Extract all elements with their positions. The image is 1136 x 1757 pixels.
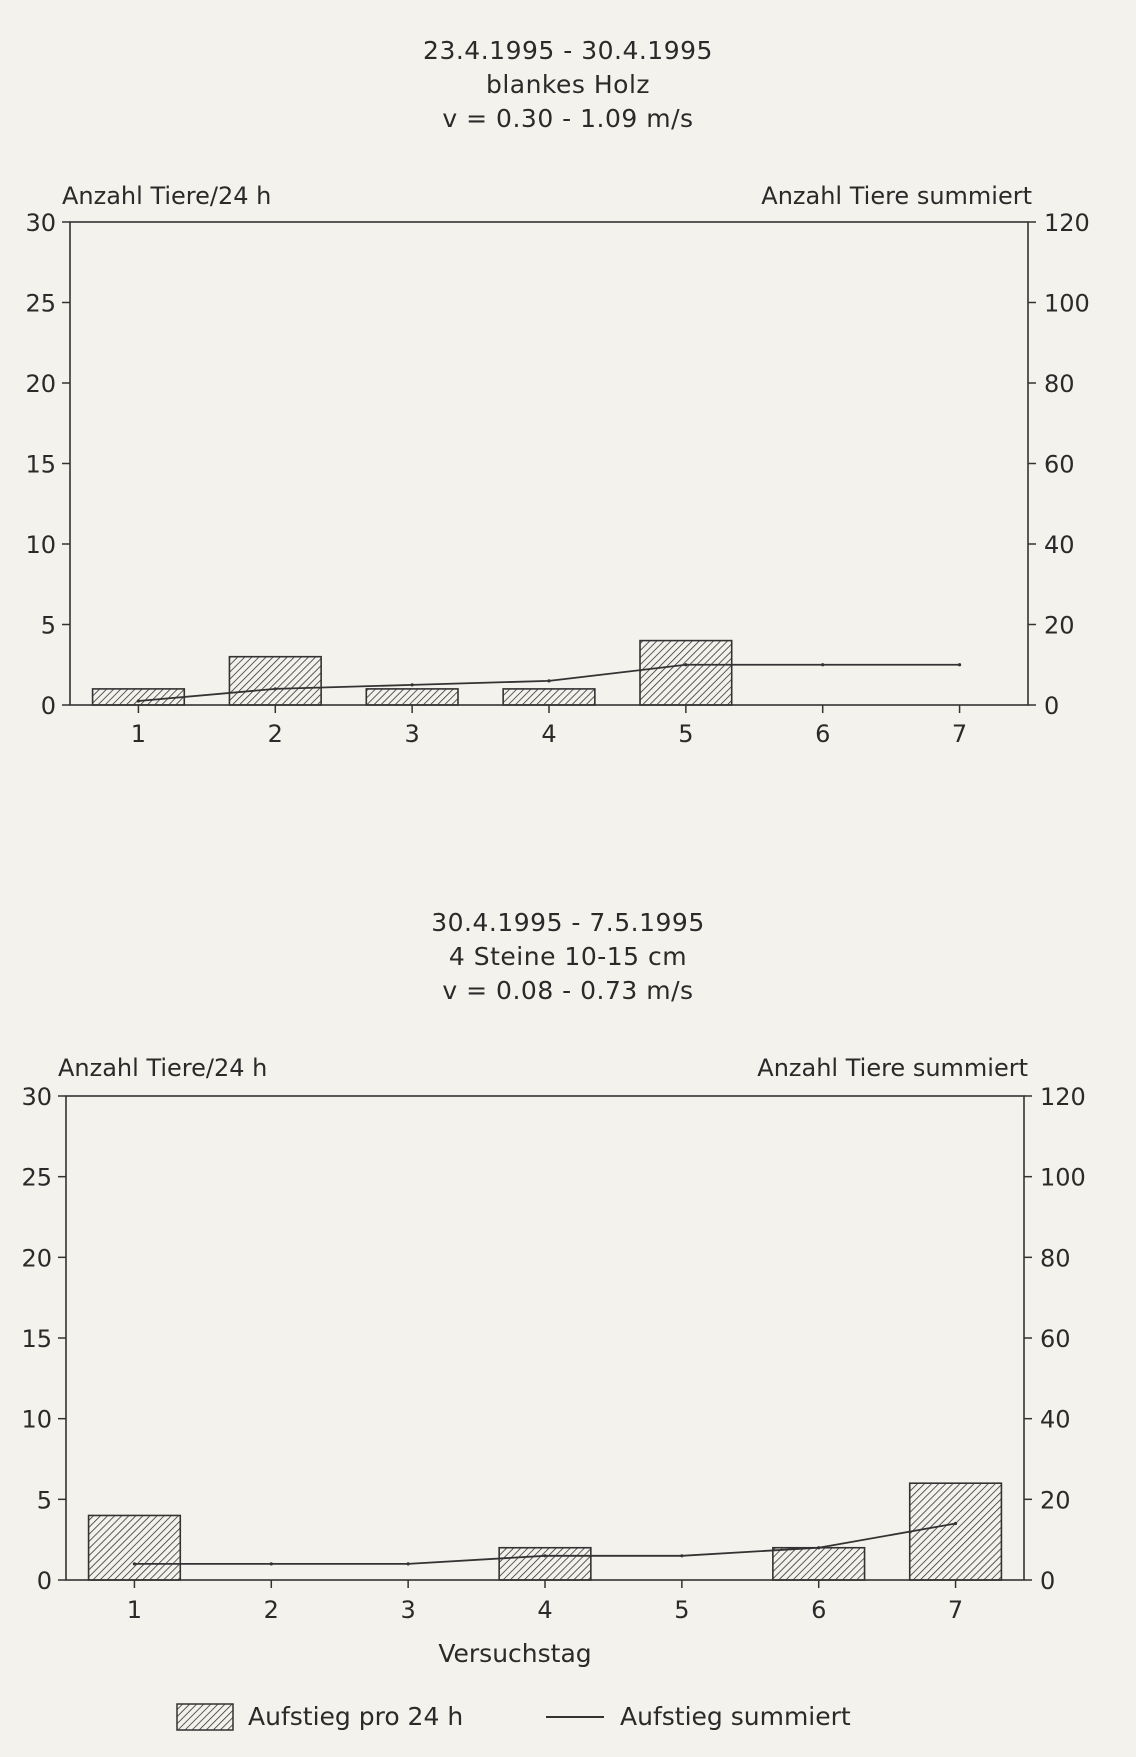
- chart-2-cumulative-point-day-6: [817, 1546, 821, 1550]
- chart-2-right-tick-label: 0: [1040, 1567, 1055, 1595]
- chart-1-cumulative-point-day-6: [821, 663, 825, 667]
- chart-2-cumulative-point-day-3: [406, 1562, 410, 1566]
- chart-1-right-tick-label: 100: [1044, 290, 1090, 318]
- chart-1-cumulative-point-day-4: [547, 679, 551, 683]
- chart-2-right-tick-label: 120: [1040, 1083, 1086, 1111]
- chart-1-cumulative-point-day-5: [684, 663, 688, 667]
- chart-1-title-line-1: 23.4.1995 - 30.4.1995: [423, 36, 713, 65]
- chart-1-bar-day-2: [228, 655, 322, 706]
- chart-2-plot-frame: [65, 1095, 1025, 1581]
- chart-1-plot-frame: [69, 221, 1029, 706]
- chart-2-right-axis-label: Anzahl Tiere summiert: [757, 1054, 1028, 1082]
- chart-2-title-line-2: 4 Steine 10-15 cm: [448, 942, 688, 971]
- chart-2-left-tick-label: 5: [37, 1486, 52, 1514]
- chart-2-left-tick-label: 0: [37, 1567, 52, 1595]
- chart-1-title-line-2: blankes Holz: [485, 70, 651, 99]
- chart-2-left-axis-label: Anzahl Tiere/24 h: [58, 1054, 267, 1082]
- chart-2-cumulative-point-day-5: [680, 1554, 684, 1558]
- chart-1-bar-day-5: [639, 639, 733, 706]
- chart-2-bar-day-7: [908, 1482, 1003, 1581]
- chart-1-right-tick-label: 40: [1044, 531, 1075, 559]
- chart-1-x-tick-label: 3: [405, 720, 420, 748]
- chart-1-bar-day-3: [365, 688, 459, 706]
- chart-2-title-line-3: v = 0.08 - 0.73 m/s: [442, 976, 694, 1005]
- chart-1-cumulative-point-day-1: [136, 699, 141, 703]
- chart-2-left-tick-label: 30: [21, 1083, 52, 1111]
- chart-1-left-tick-label: 20: [25, 370, 56, 398]
- chart-1-x-tick-label: 2: [268, 720, 283, 748]
- chart-1-title: 23.4.1995 - 30.4.1995 blankes Holz v = 0…: [0, 34, 1136, 136]
- chart-1-cumulative-point-day-2: [273, 687, 277, 691]
- chart-1-left-tick-label: 15: [25, 451, 56, 479]
- legend-line-swatch: [546, 1715, 604, 1718]
- chart-1-right-tick-label: 80: [1044, 370, 1075, 398]
- chart-2-cumulative-point-day-7: [953, 1521, 958, 1526]
- chart-2-x-tick-label: 2: [264, 1596, 279, 1624]
- chart-1-right-tick-label: 0: [1044, 692, 1059, 720]
- chart-2-bar-day-6: [772, 1546, 866, 1581]
- chart-2-right-tick-label: 80: [1040, 1244, 1071, 1272]
- chart-2-cumulative-point-day-2: [269, 1562, 273, 1566]
- chart-1-cumulative-point-day-7: [957, 663, 962, 667]
- chart-2-left-tick-label: 15: [21, 1325, 52, 1353]
- chart-1-right-tick-label: 60: [1044, 451, 1075, 479]
- chart-2-cumulative-point-day-1: [132, 1562, 137, 1566]
- chart-2-right-tick-label: 100: [1040, 1164, 1086, 1192]
- chart-2-right-tick-label: 20: [1040, 1486, 1071, 1514]
- chart-2-left-tick-label: 10: [21, 1406, 52, 1434]
- legend-bar-swatch: [176, 1702, 234, 1731]
- chart-2: Anzahl Tiere/24 h Anzahl Tiere summiert 0 5…: [21, 1054, 1086, 1668]
- chart-2-x-tick-label: 5: [674, 1596, 689, 1624]
- chart-1-left-tick-label: 10: [25, 531, 56, 559]
- legend-bar-label: Aufstieg pro 24 h: [248, 1702, 464, 1731]
- legend-line-label: Aufstieg summiert: [620, 1702, 851, 1731]
- legend-line-entry: Aufstieg summiert: [544, 1702, 851, 1731]
- chart-1: Anzahl Tiere/24 h Anzahl Tiere summiert 0 5…: [25, 182, 1090, 748]
- chart-1-right-tick-label: 120: [1044, 209, 1090, 237]
- chart-2-title: 30.4.1995 - 7.5.1995 4 Steine 10-15 cm v…: [0, 906, 1136, 1008]
- chart-2-cumulative-point-day-4: [543, 1554, 547, 1558]
- chart-1-left-tick-label: 25: [25, 290, 56, 318]
- chart-1-right-axis-label: Anzahl Tiere summiert: [761, 182, 1032, 210]
- chart-1-x-tick-label: 5: [678, 720, 693, 748]
- chart-2-bar-day-4: [498, 1546, 592, 1581]
- chart-1-cumulative-point-day-3: [410, 683, 414, 687]
- chart-1-x-tick-label: 7: [952, 720, 967, 748]
- chart-2-right-tick-label: 40: [1040, 1406, 1071, 1434]
- chart-1-left-axis-label: Anzahl Tiere/24 h: [62, 182, 271, 210]
- chart-1-left-tick-label: 0: [41, 692, 56, 720]
- legend: Aufstieg pro 24 h Aufstieg summiert: [0, 1702, 1136, 1742]
- chart-2-x-axis-label: Versuchstag: [438, 1639, 591, 1668]
- chart-1-title-line-3: v = 0.30 - 1.09 m/s: [442, 104, 694, 133]
- chart-1-left-tick-label: 30: [25, 209, 56, 237]
- chart-2-x-tick-label: 1: [127, 1596, 142, 1624]
- chart-2-left-tick-label: 25: [21, 1164, 52, 1192]
- chart-2-bar-day-1: [87, 1514, 182, 1581]
- chart-2-x-tick-label: 7: [948, 1596, 963, 1624]
- chart-2-x-tick-label: 4: [537, 1596, 552, 1624]
- chart-1-x-tick-label: 4: [541, 720, 556, 748]
- chart-2-x-tick-label: 3: [401, 1596, 416, 1624]
- chart-2-title-line-1: 30.4.1995 - 7.5.1995: [431, 908, 705, 937]
- chart-2-left-tick-label: 20: [21, 1244, 52, 1272]
- chart-1-bar-day-4: [502, 688, 596, 706]
- chart-2-x-tick-label: 6: [811, 1596, 826, 1624]
- legend-bar-entry: Aufstieg pro 24 h: [176, 1702, 463, 1731]
- chart-1-right-tick-label: 20: [1044, 612, 1075, 640]
- chart-1-left-tick-label: 5: [41, 612, 56, 640]
- chart-1-x-tick-label: 1: [131, 720, 146, 748]
- chart-2-right-tick-label: 60: [1040, 1325, 1071, 1353]
- chart-1-bar-day-1: [91, 688, 186, 706]
- chart-1-x-tick-label: 6: [815, 720, 830, 748]
